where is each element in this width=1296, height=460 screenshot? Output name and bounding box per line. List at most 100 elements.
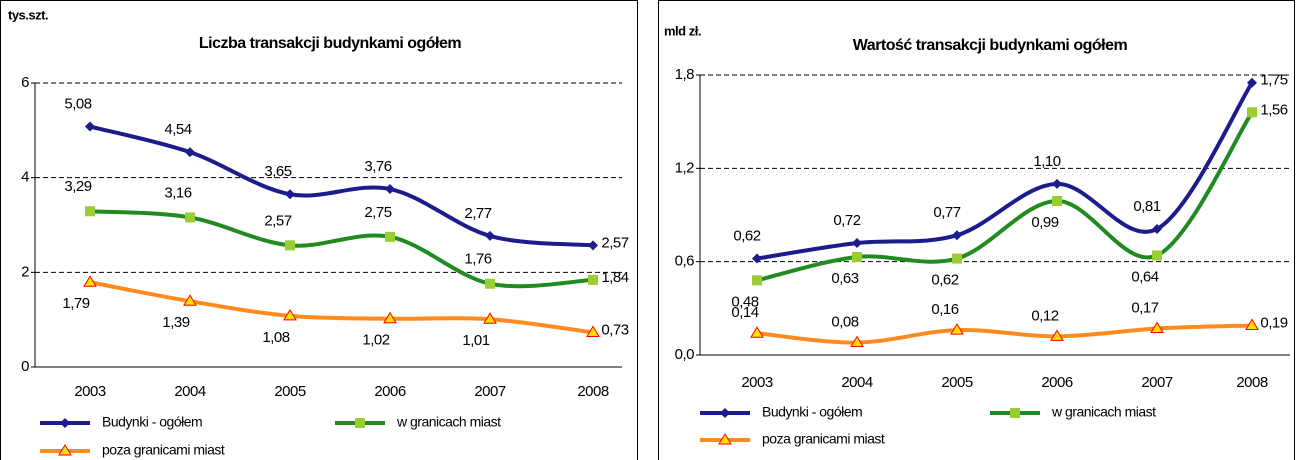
- marker: [183, 294, 197, 306]
- marker: [588, 240, 598, 251]
- series-line: [756, 81, 1254, 261]
- data-label: 1,02: [362, 332, 389, 349]
- marker: [1050, 329, 1064, 341]
- x-tick-label: 2005: [941, 374, 973, 391]
- marker: [185, 147, 195, 158]
- marker: [588, 274, 598, 285]
- data-label: 3,16: [164, 184, 191, 201]
- marker: [1245, 318, 1259, 330]
- series-line: [89, 209, 594, 289]
- marker: [1150, 321, 1164, 334]
- marker: [586, 325, 600, 337]
- panel-border: [658, 0, 1295, 460]
- marker: [1247, 77, 1257, 88]
- legend-label: Budynki - ogółem: [102, 414, 202, 430]
- data-label: 1,76: [464, 251, 491, 268]
- marker: [1247, 107, 1257, 118]
- marker: [485, 278, 495, 289]
- marker: [1052, 196, 1062, 206]
- marker: [1052, 178, 1062, 189]
- y-tick-label: 0,6: [675, 253, 695, 270]
- legend-label: Budynki - ogółem: [762, 404, 862, 420]
- data-label: 2,77: [464, 205, 491, 222]
- legend-label: w granicach miast: [396, 414, 501, 430]
- data-label: 1,84: [601, 269, 628, 286]
- marker: [750, 326, 764, 338]
- data-label: 0,64: [1131, 268, 1158, 285]
- data-label: 3,65: [264, 163, 291, 180]
- marker: [185, 212, 195, 223]
- data-label: 2,57: [601, 234, 628, 251]
- series-line: [89, 280, 594, 335]
- x-tick-label: 2006: [374, 383, 406, 400]
- data-label: 0,19: [1260, 314, 1287, 331]
- x-tick-label: 2003: [74, 383, 106, 400]
- data-label: 0,77: [933, 204, 960, 221]
- data-label: 0,17: [1131, 300, 1158, 317]
- marker: [850, 335, 864, 348]
- x-tick-label: 2004: [174, 383, 206, 400]
- legend-marker: [718, 433, 732, 445]
- data-label: 2,75: [364, 204, 391, 221]
- legend-marker: [355, 418, 365, 428]
- data-label: 1,39: [162, 314, 189, 331]
- data-label: 0,99: [1031, 214, 1058, 231]
- data-label: 0,72: [833, 212, 860, 229]
- data-label: 1,01: [462, 332, 489, 349]
- y-axis-label: tys.szt.: [8, 7, 48, 22]
- marker: [485, 230, 495, 241]
- y-tick-label: 1,2: [675, 159, 695, 176]
- x-tick-label: 2007: [1141, 374, 1173, 391]
- data-label: 2,57: [264, 212, 291, 229]
- data-label: 1,75: [1260, 72, 1287, 89]
- series-line: [756, 111, 1254, 283]
- legend-marker: [60, 418, 70, 428]
- marker: [383, 311, 397, 324]
- marker: [285, 189, 295, 200]
- x-tick-label: 2003: [741, 374, 773, 391]
- series-line: [89, 124, 594, 248]
- legend-marker: [1010, 408, 1020, 418]
- marker: [285, 240, 295, 251]
- data-label: 3,76: [364, 158, 391, 175]
- y-tick-label: 4: [21, 169, 29, 186]
- x-tick-label: 2008: [577, 383, 609, 400]
- data-label: 0,48: [731, 293, 758, 310]
- legend-marker: [58, 444, 72, 456]
- data-label: 3,29: [64, 178, 91, 195]
- data-label: 4,54: [164, 121, 191, 138]
- marker: [283, 308, 297, 321]
- chart-title: Wartość transakcji budynkami ogółem: [853, 37, 1128, 54]
- data-label: 0,16: [931, 301, 958, 318]
- legend-marker: [720, 408, 730, 418]
- y-axis-label: mld zł.: [664, 23, 701, 38]
- marker: [952, 253, 962, 264]
- marker: [752, 253, 762, 264]
- legend-label: poza granicami miast: [762, 431, 885, 447]
- y-tick-label: 1,8: [675, 66, 695, 83]
- panel-border: [0, 0, 638, 460]
- data-label: 0,63: [831, 270, 858, 287]
- x-tick-label: 2004: [841, 374, 873, 391]
- data-label: 1,79: [62, 295, 89, 312]
- y-tick-label: 0: [21, 358, 29, 375]
- data-label: 5,08: [64, 96, 91, 113]
- marker: [950, 323, 964, 335]
- legend-label: w granicach miast: [1051, 404, 1156, 420]
- x-tick-label: 2007: [474, 383, 506, 400]
- x-tick-label: 2008: [1236, 374, 1268, 391]
- x-tick-label: 2005: [274, 383, 306, 400]
- data-label: 0,62: [931, 272, 958, 289]
- x-tick-label: 2006: [1041, 374, 1073, 391]
- data-label: 1,56: [1260, 101, 1287, 118]
- chart-title: Liczba transakcji budynkami ogółem: [199, 35, 461, 52]
- y-tick-label: 6: [21, 74, 29, 91]
- y-tick-label: 0,0: [675, 346, 695, 363]
- marker: [952, 230, 962, 241]
- marker: [1152, 250, 1162, 261]
- data-label: 0,62: [733, 228, 760, 245]
- data-label: 0,73: [601, 321, 628, 338]
- data-label: 0,14: [731, 304, 758, 321]
- marker: [85, 206, 95, 217]
